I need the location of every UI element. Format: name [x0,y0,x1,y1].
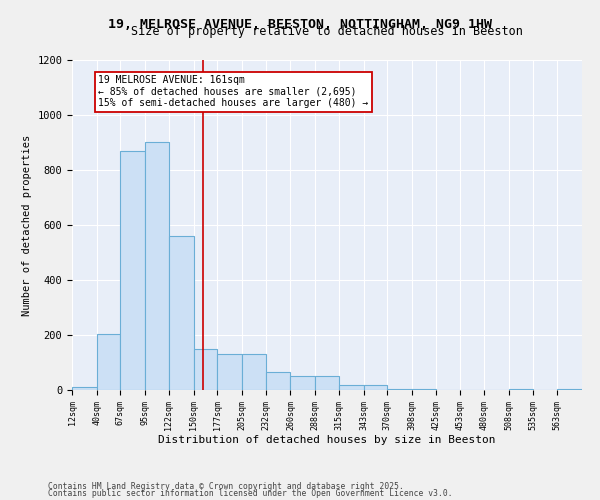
Bar [72,387,97,390]
Bar [557,388,582,390]
Bar [364,384,388,390]
Bar [412,388,436,390]
Bar [121,151,145,390]
Text: 19 MELROSE AVENUE: 161sqm
← 85% of detached houses are smaller (2,695)
15% of se: 19 MELROSE AVENUE: 161sqm ← 85% of detac… [98,75,368,108]
Bar [194,349,217,390]
Bar [290,376,315,390]
Text: 19, MELROSE AVENUE, BEESTON, NOTTINGHAM, NG9 1HW: 19, MELROSE AVENUE, BEESTON, NOTTINGHAM,… [108,18,492,30]
Bar [169,236,194,390]
Bar [388,388,412,390]
Bar [315,376,339,390]
Bar [97,334,121,390]
X-axis label: Distribution of detached houses by size in Beeston: Distribution of detached houses by size … [158,436,496,446]
Text: Contains HM Land Registry data © Crown copyright and database right 2025.: Contains HM Land Registry data © Crown c… [48,482,404,491]
Bar [217,354,242,390]
Bar [242,354,266,390]
Y-axis label: Number of detached properties: Number of detached properties [22,134,32,316]
Bar [266,372,290,390]
Bar [509,388,533,390]
Bar [339,384,364,390]
Bar [145,142,169,390]
Title: Size of property relative to detached houses in Beeston: Size of property relative to detached ho… [131,25,523,38]
Text: Contains public sector information licensed under the Open Government Licence v3: Contains public sector information licen… [48,489,452,498]
